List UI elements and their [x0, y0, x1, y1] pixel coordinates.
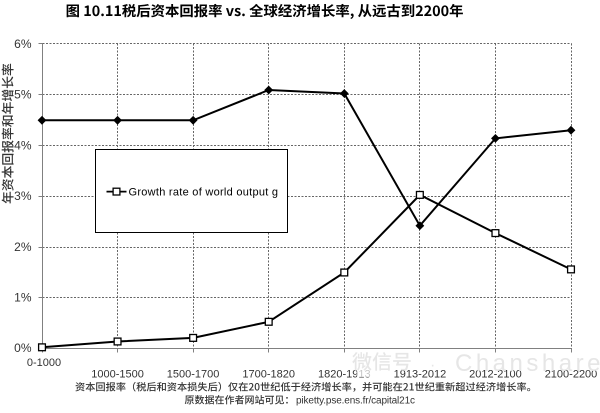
svg-text:Growth rate of world output g: Growth rate of world output g	[129, 186, 279, 198]
svg-text:6%: 6%	[14, 37, 32, 51]
svg-text:3%: 3%	[14, 189, 32, 203]
svg-text:1700-1820: 1700-1820	[242, 369, 295, 381]
svg-text:2100-2200: 2100-2200	[545, 369, 598, 381]
svg-text:1913-2012: 1913-2012	[394, 369, 447, 381]
svg-text:5%: 5%	[14, 88, 32, 102]
svg-text:0%: 0%	[14, 341, 32, 355]
svg-text:2012-2100: 2012-2100	[469, 369, 522, 381]
svg-text:4%: 4%	[14, 138, 32, 152]
svg-text:1500-1700: 1500-1700	[167, 369, 220, 381]
svg-text:1%: 1%	[14, 291, 32, 305]
svg-text:Chanshare: Chanshare	[455, 350, 600, 377]
svg-text:·: ·	[430, 357, 435, 374]
svg-text:piketty.pse.ens.fr/capital21c: piketty.pse.ens.fr/capital21c	[296, 396, 415, 407]
svg-text:1000-1500: 1000-1500	[91, 369, 144, 381]
svg-text:0-1000: 0-1000	[27, 357, 61, 369]
svg-text:2%: 2%	[14, 240, 32, 254]
